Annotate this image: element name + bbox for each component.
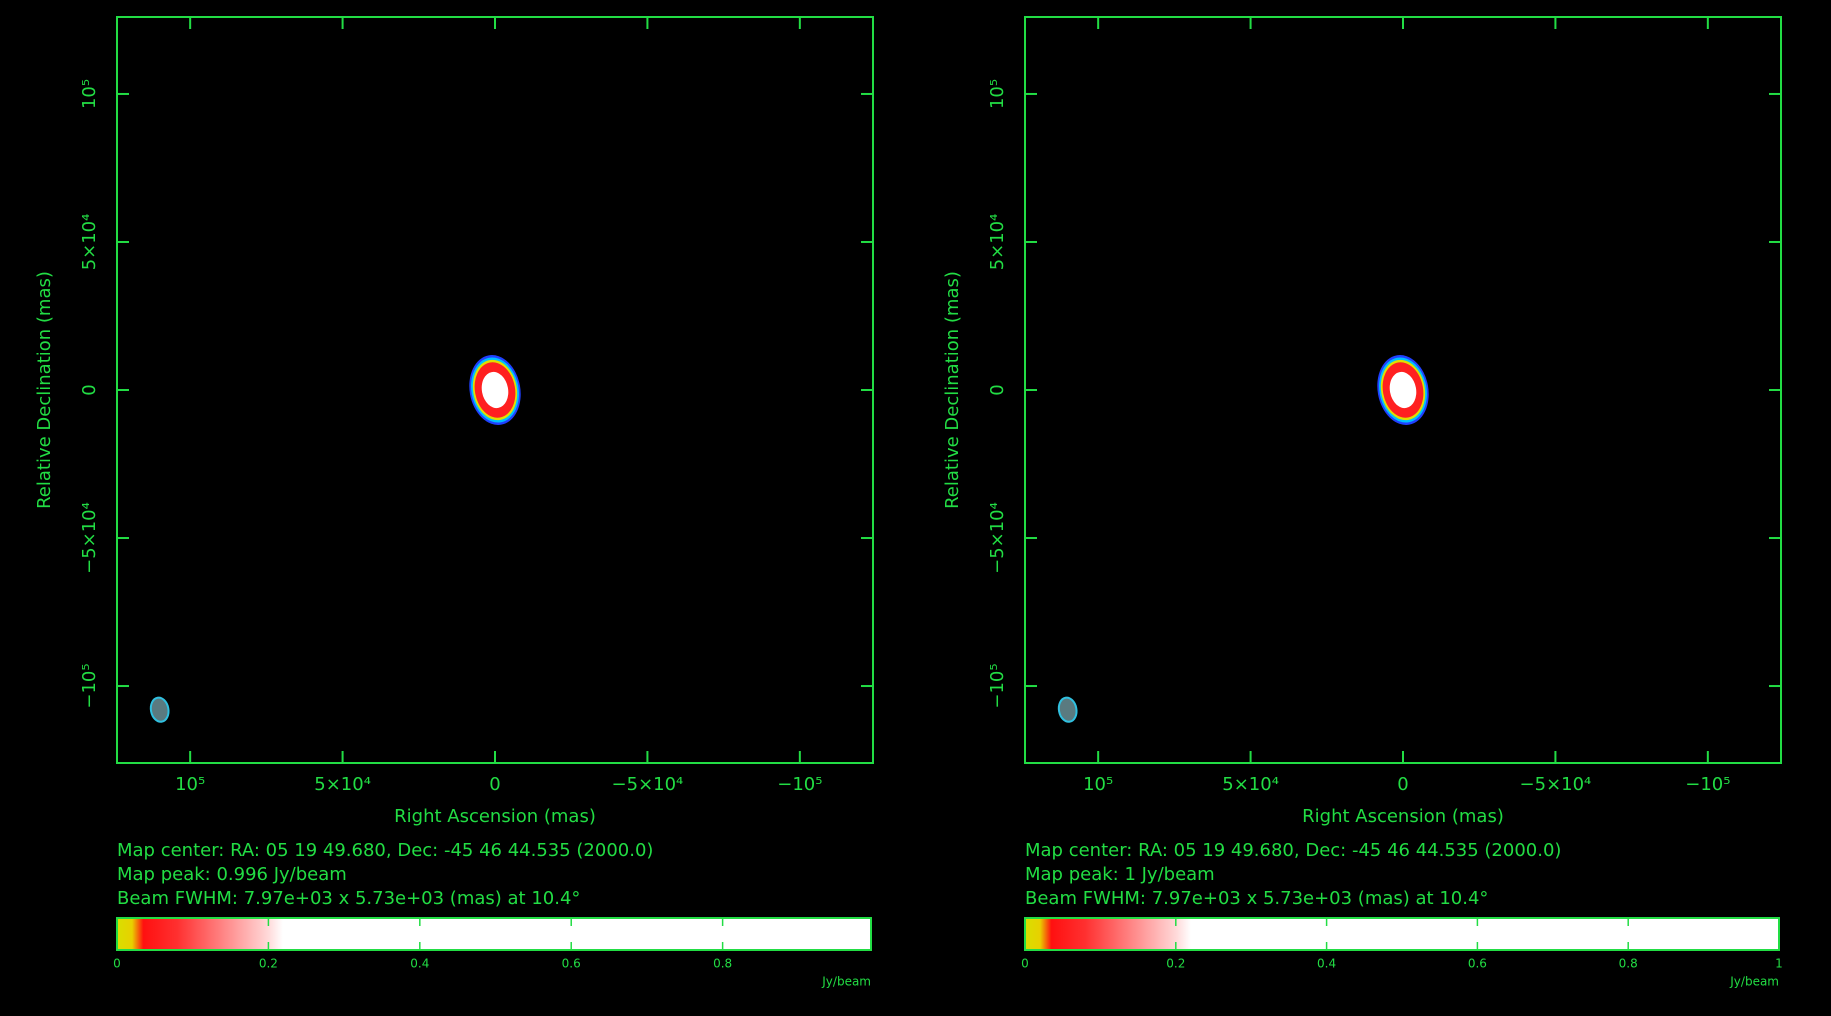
colorbar-tick-label: 0.8 [713, 957, 732, 971]
y-tick-label: −5×10⁴ [79, 502, 100, 574]
map-info: Map center: RA: 05 19 49.680, Dec: -45 4… [1025, 840, 1561, 861]
page: {"chart_data": [ {"type": "image", "xlab… [0, 0, 1831, 1016]
x-axis-title: Right Ascension (mas) [394, 806, 596, 827]
colorbar-tick-label: 0 [1021, 957, 1029, 971]
y-tick-label: −10⁵ [79, 663, 100, 708]
y-tick-label: 10⁵ [79, 79, 100, 109]
y-tick-label: 5×10⁴ [987, 214, 1008, 271]
map-info: Map center: RA: 05 19 49.680, Dec: -45 4… [117, 840, 653, 861]
x-tick-label: −10⁵ [1685, 774, 1730, 795]
map-info: Beam FWHM: 7.97e+03 x 5.73e+03 (mas) at … [117, 888, 580, 909]
colorbar [117, 918, 871, 950]
x-tick-label: 0 [489, 774, 500, 795]
x-tick-label: −5×10⁴ [612, 774, 684, 795]
colorbar-tick-label: 0.6 [562, 957, 581, 971]
colorbar-unit: Jy/beam [821, 975, 871, 989]
image-panel: 10⁵ 5×10⁴ 0 −5×10⁴ −10⁵ 10⁵ 5×10⁴ 0 −5×10⁴ −10⁵ Ri… [942, 17, 1783, 989]
colorbar-tick-label: 0.4 [1317, 957, 1336, 971]
y-tick-label: −5×10⁴ [987, 502, 1008, 574]
y-tick-label: −10⁵ [987, 663, 1008, 708]
image-panel: 10⁵ 5×10⁴ 0 −5×10⁴ −10⁵ 10⁵ 5×10⁴ 0 −5×10⁴ −10⁵ Ri… [34, 17, 873, 989]
x-tick-label: 5×10⁴ [314, 774, 371, 795]
x-tick-label: −10⁵ [777, 774, 822, 795]
colorbar-tick-label: 1 [1775, 957, 1783, 971]
x-tick-label: 0 [1397, 774, 1408, 795]
map-info: Beam FWHM: 7.97e+03 x 5.73e+03 (mas) at … [1025, 888, 1488, 909]
y-tick-label: 10⁵ [987, 79, 1008, 109]
x-axis-title: Right Ascension (mas) [1302, 806, 1504, 827]
colorbar-tick-label: 0.2 [259, 957, 278, 971]
colorbar-tick-label: 0.6 [1468, 957, 1487, 971]
x-tick-label: 10⁵ [175, 774, 205, 795]
map-info: Map peak: 0.996 Jy/beam [117, 864, 347, 885]
colorbar-tick-label: 0 [113, 957, 121, 971]
x-tick-label: 10⁵ [1083, 774, 1113, 795]
x-tick-label: −5×10⁴ [1520, 774, 1592, 795]
y-tick-label: 0 [79, 384, 100, 395]
x-tick-label: 5×10⁴ [1222, 774, 1279, 795]
colorbar [1025, 918, 1779, 950]
colorbar-unit: Jy/beam [1729, 975, 1779, 989]
colorbar-tick-label: 0.8 [1619, 957, 1638, 971]
screen: 10⁵ 5×10⁴ 0 −5×10⁴ −10⁵ 10⁵ 5×10⁴ 0 −5×10⁴ −10⁵ Ri… [0, 0, 1831, 1016]
colorbar-tick-label: 0.4 [410, 957, 429, 971]
colorbar-tick-label: 0.2 [1166, 957, 1185, 971]
map-info: Map peak: 1 Jy/beam [1025, 864, 1215, 885]
y-tick-label: 0 [987, 384, 1008, 395]
y-axis-title: Relative Declination (mas) [942, 271, 963, 509]
y-axis-title: Relative Declination (mas) [34, 271, 55, 509]
y-tick-label: 5×10⁴ [79, 214, 100, 271]
